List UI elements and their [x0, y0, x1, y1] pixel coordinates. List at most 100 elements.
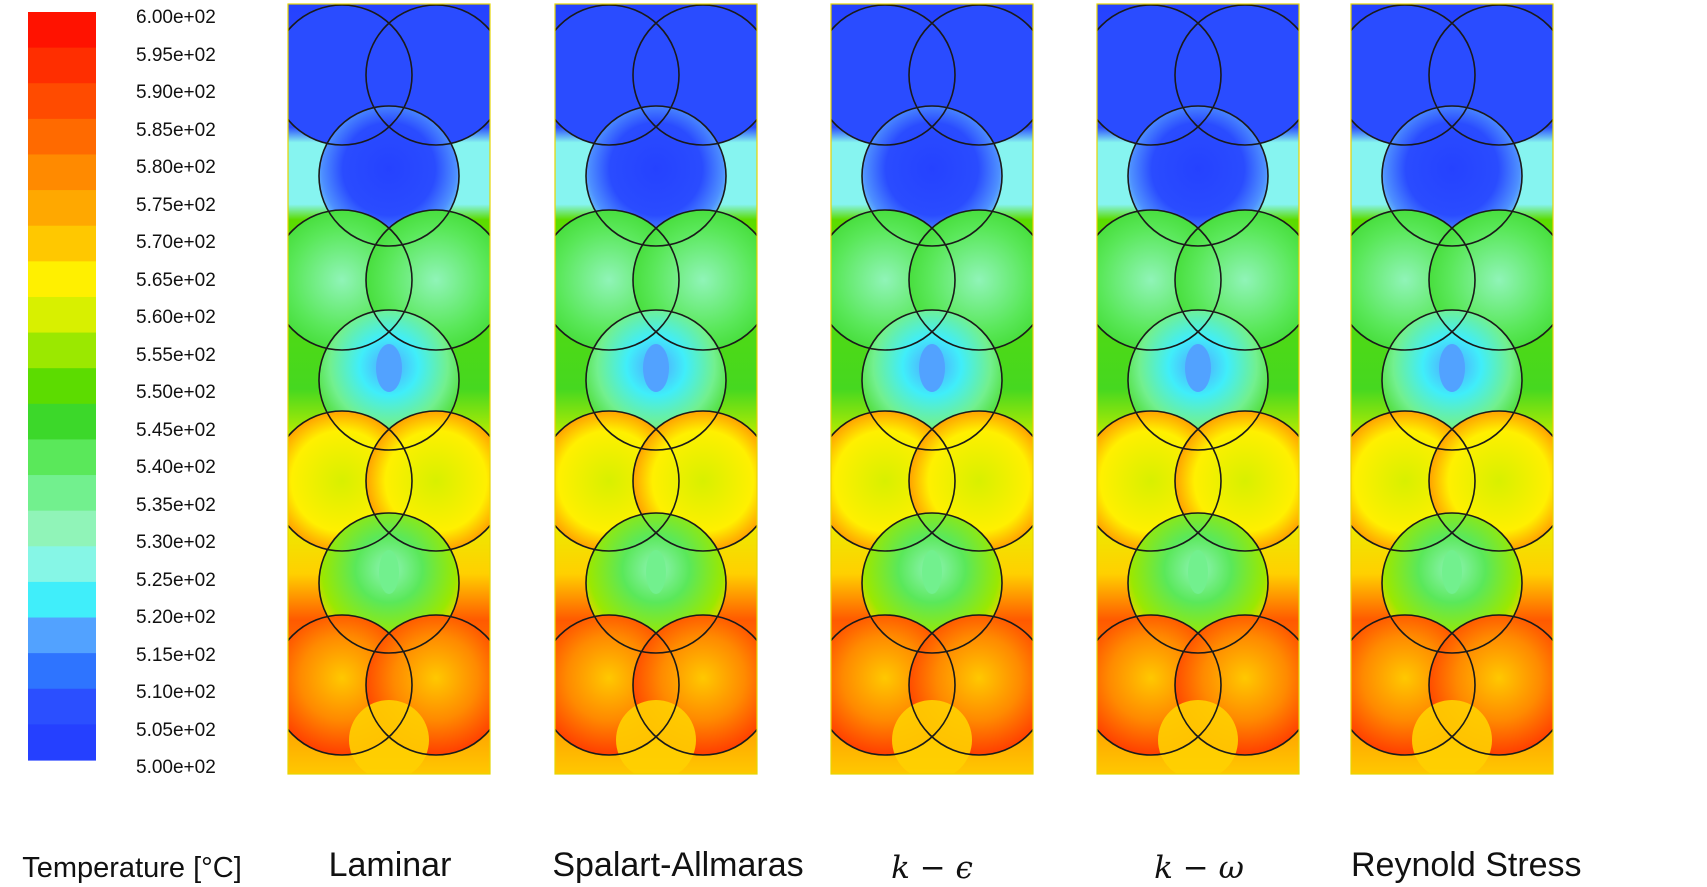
- particle-outline: [1127, 105, 1269, 247]
- cold-spot: [1185, 344, 1211, 392]
- particle-outline: [1174, 4, 1299, 146]
- colorbar-tick-label: 5.20e+02: [136, 607, 216, 628]
- warm-spot: [1188, 550, 1208, 594]
- particle-outline: [1174, 410, 1299, 552]
- colorbar-tick-label: 5.30e+02: [136, 532, 216, 553]
- particle-outline: [861, 105, 1003, 247]
- colorbar-segment: [28, 154, 96, 191]
- particle-outline: [1351, 410, 1476, 552]
- colorbar-tick-label: 5.00e+02: [136, 757, 216, 778]
- colorbar-tick-label: 5.10e+02: [136, 682, 216, 703]
- colorbar-segment: [28, 581, 96, 619]
- colorbar-segment: [28, 688, 96, 725]
- colorbar-segment: [28, 653, 96, 690]
- colorbar-segment: [28, 261, 96, 298]
- colorbar-segment: [28, 439, 96, 476]
- particle-outline: [831, 4, 956, 146]
- particle-outline: [1351, 209, 1476, 351]
- cold-spot: [919, 344, 945, 392]
- panel-label-k-omega: k − ω: [1154, 850, 1244, 886]
- particle-outline: [908, 4, 1033, 146]
- panel-label-reynold-stress: Reynold Stress: [1351, 846, 1582, 884]
- contour-panel: [1096, 3, 1300, 775]
- particle-outline: [555, 410, 680, 552]
- particle-outline: [831, 410, 956, 552]
- particle-outline: [1127, 512, 1269, 654]
- particle-outline: [555, 4, 680, 146]
- particle-outline: [908, 209, 1033, 351]
- contour-panel: [830, 3, 1034, 775]
- warm-region: [349, 700, 429, 774]
- warm-region: [892, 700, 972, 774]
- panel-border: [1096, 3, 1300, 775]
- particle-outline: [288, 614, 413, 756]
- colorbar-tick-label: 5.40e+02: [136, 457, 216, 478]
- warm-spot: [922, 550, 942, 594]
- panel-label-k-epsilon: k − ϵ: [891, 850, 973, 886]
- colorbar-segment: [28, 12, 96, 49]
- warm-spot: [1442, 550, 1462, 594]
- particle-outline: [365, 209, 490, 351]
- colorbar-segment: [28, 118, 96, 156]
- particle-outline: [1097, 4, 1222, 146]
- panel-border: [1350, 3, 1554, 775]
- colorbar-tick-label: 5.85e+02: [136, 119, 216, 141]
- particle-outline: [555, 209, 680, 351]
- contour-panel: [1350, 3, 1554, 775]
- particle-outline: [908, 614, 1033, 756]
- particle-outline: [908, 410, 1033, 552]
- cold-spot: [1439, 344, 1465, 392]
- warm-region: [1412, 700, 1492, 774]
- colorbar-tick-label: 5.80e+02: [136, 157, 216, 178]
- colorbar-segment: [28, 296, 96, 334]
- colorbar-tick-label: 5.70e+02: [136, 232, 216, 253]
- particle-outline: [318, 309, 460, 451]
- particle-outline: [1097, 209, 1222, 351]
- particle-outline: [585, 105, 727, 247]
- particle-outline: [632, 410, 757, 552]
- colorbar: [28, 12, 96, 761]
- colorbar-tick-label: 5.35e+02: [136, 494, 216, 516]
- contour-panel: [554, 3, 758, 775]
- colorbar-tick-label: 5.90e+02: [136, 82, 216, 103]
- particle-outline: [1381, 105, 1523, 247]
- particle-outline: [1174, 209, 1299, 351]
- colorbar-tick-label: 5.45e+02: [136, 419, 216, 441]
- particle-outline: [585, 512, 727, 654]
- colorbar-segment: [28, 368, 96, 405]
- particle-outline: [1127, 309, 1269, 451]
- colorbar-segment: [28, 47, 96, 84]
- particle-outline: [632, 4, 757, 146]
- particle-outline: [1097, 614, 1222, 756]
- colorbar-tick-label: 5.95e+02: [136, 44, 216, 66]
- colorbar-title: Temperature [°C]: [22, 852, 242, 884]
- particle-outline: [1428, 4, 1553, 146]
- warm-region: [1158, 700, 1238, 774]
- colorbar-segment: [28, 724, 96, 761]
- contour-panel: [287, 3, 491, 775]
- particle-outline: [1351, 4, 1476, 146]
- particle-outline: [1428, 209, 1553, 351]
- particle-outline: [1428, 614, 1553, 756]
- particle-outline: [365, 4, 490, 146]
- colorbar-tick-label: 5.15e+02: [136, 644, 216, 666]
- colorbar-segment: [28, 332, 96, 369]
- warm-spot: [379, 550, 399, 594]
- panel-label-laminar: Laminar: [328, 846, 452, 884]
- particle-outline: [365, 614, 490, 756]
- particle-outline: [1174, 614, 1299, 756]
- particle-outline: [288, 209, 413, 351]
- colorbar-segment: [28, 510, 96, 547]
- particle-outline: [1351, 614, 1476, 756]
- particle-outline: [365, 410, 490, 552]
- warm-spot: [646, 550, 666, 594]
- particle-outline: [861, 512, 1003, 654]
- particle-outline: [288, 4, 413, 146]
- colorbar-tick-label: 5.50e+02: [136, 382, 216, 403]
- colorbar-tick-label: 5.60e+02: [136, 307, 216, 328]
- panel-label-spalart-allmaras: Spalart-Allmaras: [552, 846, 804, 884]
- particle-outline: [288, 410, 413, 552]
- particle-outline: [318, 105, 460, 247]
- particle-outline: [1381, 512, 1523, 654]
